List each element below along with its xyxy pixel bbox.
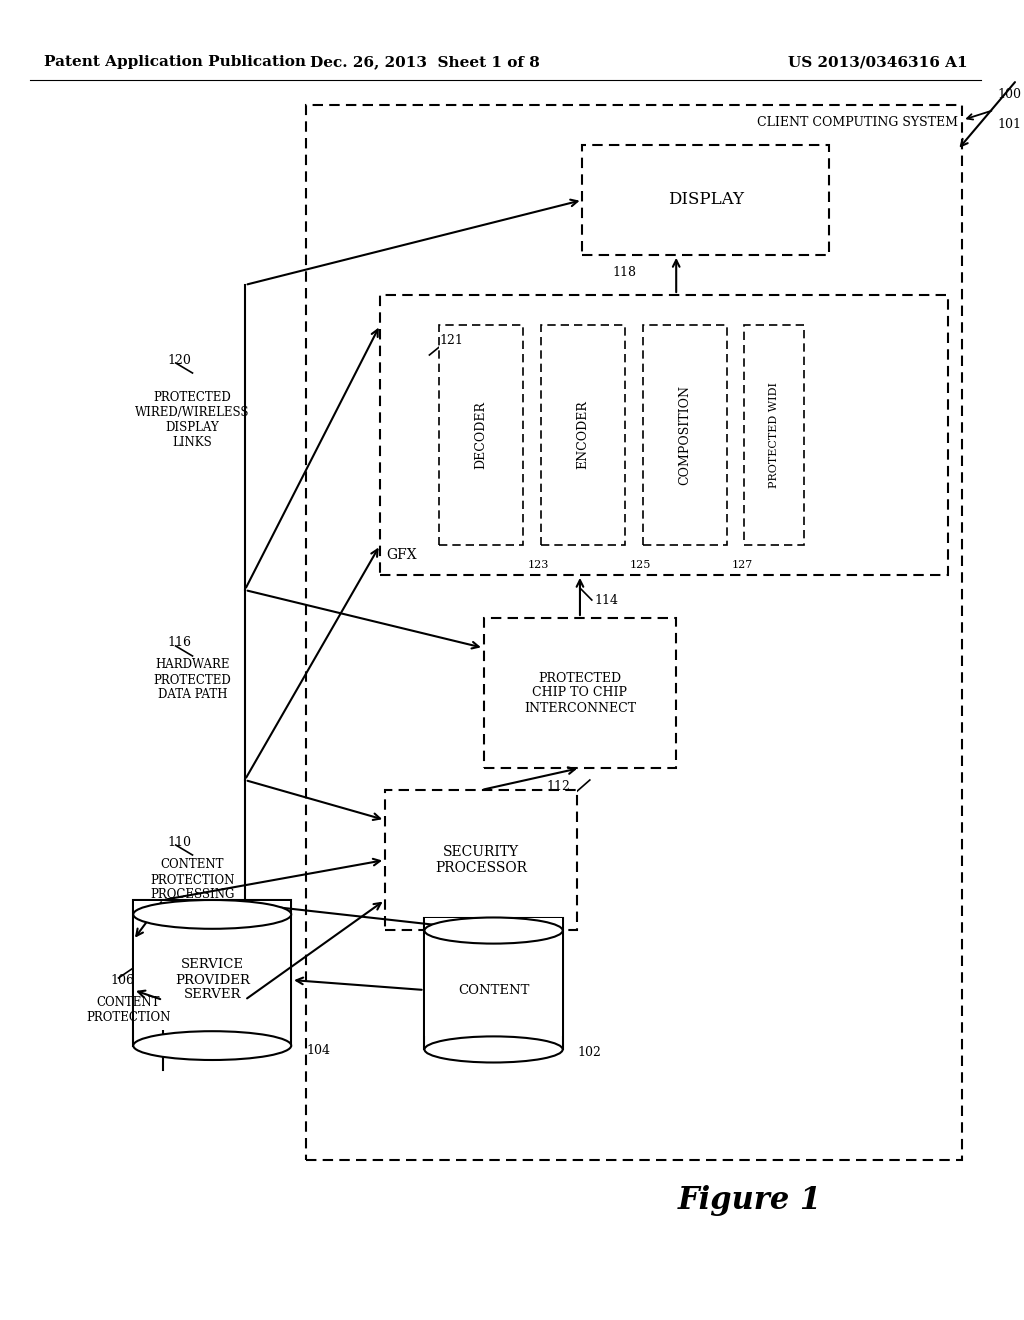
Ellipse shape xyxy=(133,1031,291,1060)
Text: 104: 104 xyxy=(306,1044,330,1056)
Text: 101: 101 xyxy=(997,119,1021,132)
Bar xyxy=(425,919,562,1036)
Ellipse shape xyxy=(425,1036,562,1063)
Text: CONTENT: CONTENT xyxy=(458,983,529,997)
Text: PROTECTED
CHIP TO CHIP
INTERCONNECT: PROTECTED CHIP TO CHIP INTERCONNECT xyxy=(524,672,636,714)
Text: 102: 102 xyxy=(578,1045,601,1059)
Bar xyxy=(134,900,291,1031)
Text: CONTENT
PROTECTION: CONTENT PROTECTION xyxy=(86,997,171,1024)
Text: 121: 121 xyxy=(439,334,463,346)
Text: 127: 127 xyxy=(731,560,753,570)
Text: PROTECTED WIDI: PROTECTED WIDI xyxy=(769,381,779,488)
Bar xyxy=(541,325,625,545)
Text: GFX: GFX xyxy=(386,548,417,562)
Ellipse shape xyxy=(133,900,291,929)
Text: Dec. 26, 2013  Sheet 1 of 8: Dec. 26, 2013 Sheet 1 of 8 xyxy=(309,55,540,69)
Bar xyxy=(385,789,578,931)
Bar xyxy=(483,618,676,768)
Text: ENCODER: ENCODER xyxy=(577,400,590,470)
Text: 100: 100 xyxy=(997,88,1021,102)
Text: COMPOSITION: COMPOSITION xyxy=(678,385,691,484)
Text: 116: 116 xyxy=(168,636,191,649)
Text: DECODER: DECODER xyxy=(475,401,487,469)
Text: 114: 114 xyxy=(595,594,618,606)
Text: 112: 112 xyxy=(546,780,570,792)
Ellipse shape xyxy=(425,917,562,944)
Text: DISPLAY: DISPLAY xyxy=(668,191,743,209)
Bar xyxy=(380,294,947,576)
Bar xyxy=(439,325,523,545)
Text: Figure 1: Figure 1 xyxy=(678,1184,822,1216)
Text: 110: 110 xyxy=(168,836,191,849)
Text: SERVICE
PROVIDER
SERVER: SERVICE PROVIDER SERVER xyxy=(175,958,250,1002)
Bar xyxy=(425,917,562,1049)
Bar xyxy=(643,325,727,545)
Text: PROTECTED
WIRED/WIRELESS
DISPLAY
LINKS: PROTECTED WIRED/WIRELESS DISPLAY LINKS xyxy=(135,391,250,449)
Text: SECURITY
PROCESSOR: SECURITY PROCESSOR xyxy=(435,845,527,875)
Text: Patent Application Publication: Patent Application Publication xyxy=(44,55,306,69)
Text: 118: 118 xyxy=(612,267,636,280)
Text: CONTENT
PROTECTION
PROCESSING: CONTENT PROTECTION PROCESSING xyxy=(151,858,234,902)
Text: HARDWARE
PROTECTED
DATA PATH: HARDWARE PROTECTED DATA PATH xyxy=(154,659,231,701)
Text: 125: 125 xyxy=(630,560,651,570)
Text: 108: 108 xyxy=(469,941,494,954)
Bar xyxy=(133,900,291,1045)
Text: CLIENT COMPUTING SYSTEM: CLIENT COMPUTING SYSTEM xyxy=(757,116,957,129)
Bar xyxy=(583,145,829,255)
Bar xyxy=(306,106,963,1160)
Text: 106: 106 xyxy=(111,974,134,986)
Text: 120: 120 xyxy=(168,354,191,367)
Text: US 2013/0346316 A1: US 2013/0346316 A1 xyxy=(787,55,968,69)
Bar xyxy=(744,325,804,545)
Text: 123: 123 xyxy=(528,560,550,570)
